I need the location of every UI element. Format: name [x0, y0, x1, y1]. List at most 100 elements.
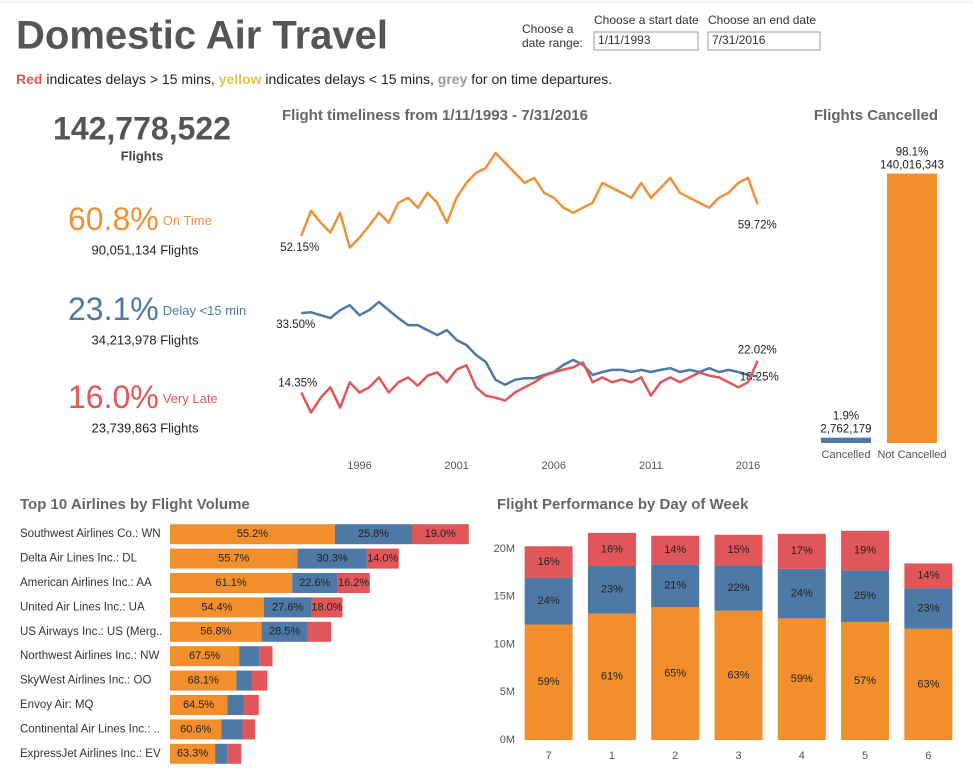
data-label: 33.50% [276, 319, 315, 331]
bar [821, 437, 871, 443]
data-label: 15% [727, 544, 749, 556]
data-label: 140,016,343 [880, 160, 944, 172]
bar-segment [651, 564, 700, 608]
bar-segment [170, 695, 228, 715]
kpi-count: 90,051,134 Flights [92, 242, 199, 257]
data-label: 14.35% [278, 378, 317, 390]
bar-segment [297, 548, 367, 569]
bar-segment [170, 548, 298, 569]
start-input[interactable] [593, 31, 699, 51]
x-tick-label: 2016 [736, 460, 760, 472]
bar-segment [261, 621, 308, 642]
bar-segment [221, 719, 243, 740]
bar-segment [215, 743, 228, 764]
data-label: 22.02% [738, 345, 777, 357]
y-tick-label: Northwest Airlines Inc.: NW [20, 650, 159, 662]
kpi-pct: 23.1% [68, 291, 159, 327]
note-part: yellow [219, 71, 262, 87]
bar-segment [714, 610, 763, 740]
data-label: 14.0% [367, 553, 398, 565]
kpi-count: 23,739,863 Flights [92, 420, 199, 435]
data-label: 23% [917, 602, 939, 614]
end-value[interactable]: 7/31/2016 [712, 33, 766, 47]
kpi: 60.8% On Time [68, 201, 212, 237]
bar-segment [841, 621, 890, 740]
data-label: 52.15% [280, 242, 319, 254]
page-title: Domestic Air Travel [16, 14, 388, 58]
y-tick-label: 20M [494, 543, 515, 555]
y-tick-label: ExpressJet Airlines Inc.: EV [20, 748, 161, 760]
kpi-label: Delay <15 min [163, 303, 246, 318]
x-tick-label: 7 [546, 750, 552, 762]
bar-segment [307, 621, 332, 642]
bar-segment [251, 670, 268, 691]
bar-segment [904, 628, 953, 740]
x-tick-label: 4 [799, 750, 805, 762]
chart-title: Flight timeliness from 1/11/1993 - 7/31/… [282, 107, 588, 124]
bar-segment [587, 566, 636, 614]
start-label: Choose a start date [594, 13, 699, 27]
x-tick-label: 2 [672, 750, 678, 762]
y-tick-label: Envoy Air: MQ [20, 699, 94, 711]
data-label: 14% [917, 570, 939, 582]
y-tick-label: 10M [494, 638, 515, 650]
bar [887, 173, 937, 444]
y-tick-label: United Air Lines Inc.: UA [20, 601, 145, 613]
y-tick-label: Delta Air Lines Inc.: DL [20, 553, 138, 565]
x-tick-label: 3 [735, 750, 741, 762]
bar-segment [170, 524, 335, 545]
x-tick-label: 5 [862, 750, 868, 762]
data-label: 55.2% [237, 528, 268, 540]
bar-segment [170, 743, 216, 764]
data-label: 57% [854, 675, 876, 687]
bar-segment [411, 524, 469, 545]
data-label: 59% [791, 673, 813, 685]
kpi-pct: 16.0% [68, 379, 159, 415]
data-label: 30.3% [316, 553, 347, 565]
data-label: 59.72% [738, 219, 777, 231]
range-label: Choose a [522, 22, 574, 36]
percent-label: 98.1% [896, 147, 929, 159]
data-label: 22% [727, 582, 749, 594]
bar-segment [714, 534, 763, 566]
data-label: 56.8% [200, 626, 231, 638]
data-label: 16% [538, 556, 560, 568]
bar-segment [651, 535, 700, 565]
bar-segment [170, 597, 264, 618]
bar-segment [366, 548, 399, 569]
data-label: 14% [664, 544, 686, 556]
bar-segment [651, 607, 700, 740]
chart-title: Flight Performance by Day of Week [497, 496, 749, 513]
kpi-total-label: Flights [121, 148, 164, 163]
end-input[interactable] [707, 31, 821, 51]
y-tick-label: SkyWest Airlines Inc.: OO [20, 675, 151, 687]
data-label: 19% [854, 544, 876, 556]
bar-segment [587, 613, 636, 740]
data-label: 68.1% [188, 675, 219, 687]
bar-segment [236, 670, 252, 691]
start-value[interactable]: 1/11/1993 [598, 33, 651, 47]
x-tick-label: 1 [609, 750, 615, 762]
y-tick-label: 0M [500, 734, 515, 746]
x-tick-label: 6 [925, 750, 931, 762]
data-label: 27.6% [272, 601, 303, 613]
data-label: 61.1% [215, 577, 246, 589]
bar-segment [337, 573, 370, 593]
data-label: 59% [538, 676, 560, 688]
bar-segment [777, 568, 826, 619]
bar-segment [841, 570, 890, 622]
line-series [300, 151, 759, 249]
y-tick-label: 15M [494, 591, 515, 603]
data-label: 18.0% [311, 601, 342, 613]
note-part: grey [438, 71, 468, 87]
bar-segment [524, 546, 573, 578]
data-label: 25.8% [358, 528, 389, 540]
kpi-count: 34,213,978 Flights [92, 332, 199, 347]
bar-segment [334, 524, 412, 545]
x-tick-label: Cancelled [822, 449, 871, 461]
bar-segment [170, 573, 293, 593]
line-series [301, 300, 758, 387]
data-label: 65% [664, 668, 686, 680]
data-label: 23% [601, 584, 623, 596]
data-label: 67.5% [189, 650, 220, 662]
